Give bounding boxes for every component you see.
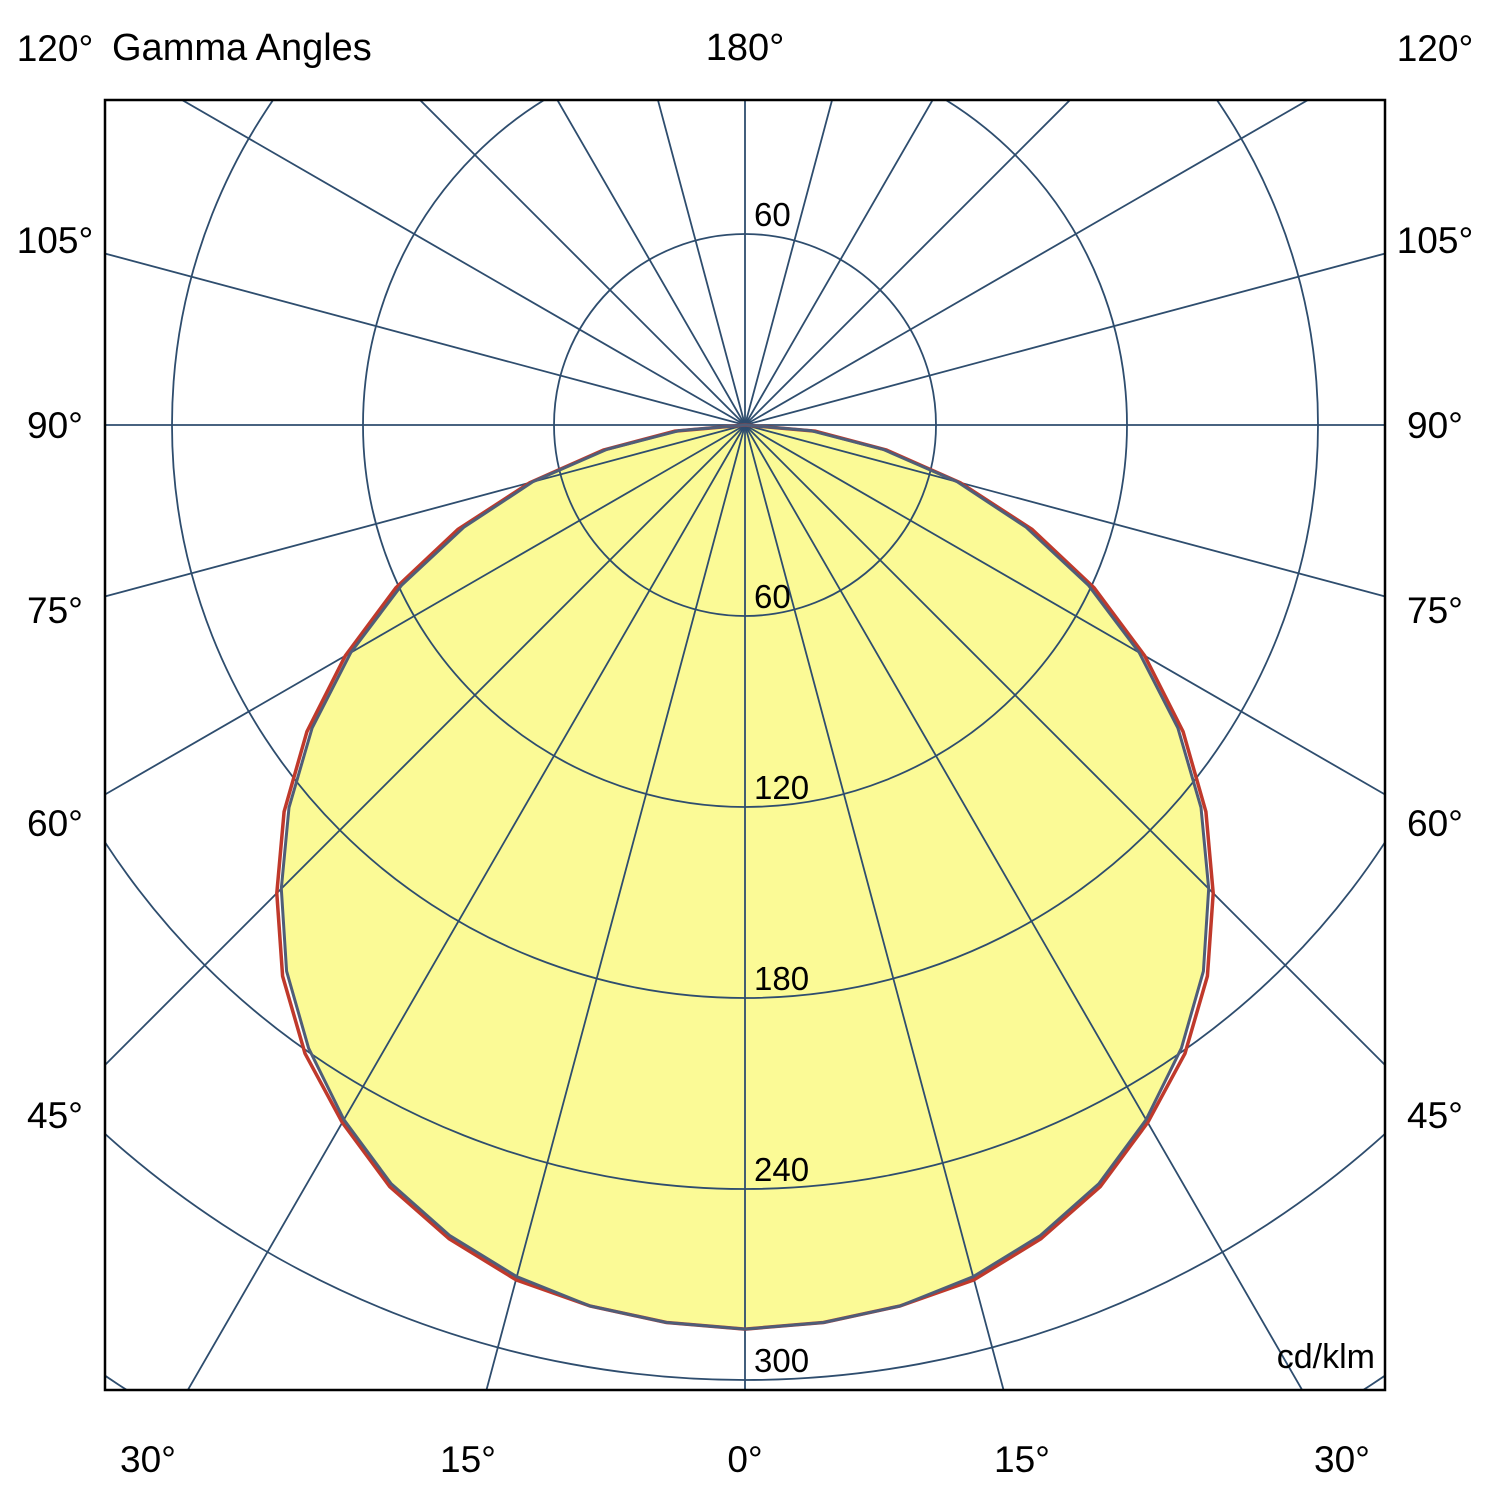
grid-ray: [744, 100, 934, 426]
gamma-label-bottom: 15°: [994, 1439, 1050, 1480]
grid-ray: [744, 424, 1005, 1390]
unit-label: cd/klm: [1277, 1338, 1375, 1376]
gamma-label-left: 105°: [17, 220, 94, 261]
gamma-label-right: 90°: [1407, 405, 1463, 446]
gamma-label-bottom: 15°: [440, 1439, 496, 1480]
grid-ray: [744, 100, 1072, 426]
gamma-label-right: 60°: [1407, 803, 1463, 844]
grid-ray: [485, 424, 746, 1390]
series-C90-C270: [279, 423, 1211, 1331]
radial-tick: 120: [754, 769, 809, 806]
grid-ray: [656, 100, 746, 426]
gamma-label-right: 105°: [1397, 220, 1474, 261]
grid-ray: [105, 252, 746, 426]
gamma-label-bottom: 30°: [120, 1439, 176, 1480]
radial-tick: 60: [754, 578, 791, 615]
gamma-angle-labels: 120° 120° 105° 105° 90° 90° 75° 75° 60° 60° 45° 45°…: [17, 28, 1474, 1480]
gamma-label-right: 120°: [1397, 28, 1474, 69]
gamma-label-bottom: 0°: [727, 1439, 762, 1480]
plot-border: [103, 98, 1387, 1392]
grid-ray: [744, 424, 1304, 1390]
grid-ray: [418, 100, 746, 426]
chart-title: Gamma Angles: [112, 27, 372, 69]
radial-tick: 300: [754, 1342, 809, 1379]
grid-ray: [744, 424, 1385, 1067]
grid-ray: [744, 424, 1385, 598]
gamma-label-left: 45°: [27, 1095, 83, 1136]
grid-ray: [186, 424, 746, 1390]
top-axis-label: 180°: [706, 27, 785, 69]
radial-tick-labels: 60 60 120 180 240 300: [754, 196, 809, 1379]
radial-tick: 240: [754, 1151, 809, 1188]
grid-ray: [180, 100, 746, 426]
gamma-label-bottom: 30°: [1314, 1439, 1370, 1480]
gamma-label-left: 120°: [17, 28, 94, 69]
gamma-label-right: 45°: [1407, 1095, 1463, 1136]
grid-ray: [105, 424, 746, 1067]
gamma-label-left: 75°: [27, 590, 83, 631]
grid-ray: [556, 100, 746, 426]
radial-tick: 60: [754, 196, 791, 233]
gamma-label-left: 60°: [27, 803, 83, 844]
grid-ray: [744, 424, 1385, 796]
radial-tick: 180: [754, 960, 809, 997]
grid-ray: [105, 424, 746, 796]
grid-ray: [105, 424, 746, 598]
gamma-label-right: 75°: [1407, 590, 1463, 631]
grid-ray: [744, 252, 1385, 426]
gamma-label-left: 90°: [27, 405, 83, 446]
grid-ray: [744, 100, 1310, 426]
grid-ray: [744, 100, 834, 426]
